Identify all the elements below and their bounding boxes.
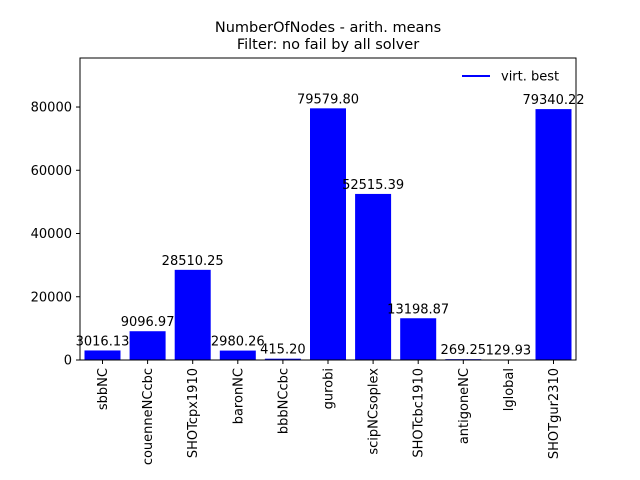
- y-tick-label: 0: [64, 354, 72, 369]
- plot-frame: [79, 57, 577, 361]
- bar: [535, 109, 572, 360]
- x-tick-label: gurobi: [322, 368, 337, 409]
- x-tick-label: lglobal: [502, 368, 517, 411]
- bar-value-label: 13198.87: [387, 302, 449, 317]
- bar-value-label: 9096.97: [121, 315, 175, 330]
- bar-value-label: 129.93: [486, 344, 532, 359]
- bar: [129, 331, 166, 360]
- x-tick-label: scipNCsoplex: [367, 368, 382, 455]
- bars-group: [84, 108, 572, 360]
- x-axis: sbbNC couenneNCcbc SHOTcpx1910 baronNC bbbNC…: [96, 360, 562, 465]
- chart-title: NumberOfNodes - arith. means: [215, 20, 441, 36]
- bar: [355, 193, 392, 360]
- y-tick-label: 60000: [31, 164, 72, 179]
- bar-value-label: 28510.25: [162, 254, 224, 269]
- x-tick-label: baronNC: [231, 368, 246, 424]
- bar-value-label: 79579.80: [297, 92, 359, 107]
- x-tick-label: sbbNC: [96, 368, 111, 410]
- x-tick-label: couenneNCcbc: [141, 368, 156, 465]
- bar-value-label: 269.25: [441, 343, 487, 358]
- y-axis: 0 20000 40000 60000 80000: [31, 101, 80, 369]
- bar: [264, 358, 301, 360]
- bar: [219, 350, 256, 360]
- y-tick-label: 20000: [31, 290, 72, 305]
- legend: virt. best: [462, 70, 559, 85]
- x-tick-label: bbbNCcbc: [276, 368, 291, 434]
- legend-label: virt. best: [501, 70, 559, 85]
- bar-value-label: 415.20: [260, 343, 306, 358]
- bar-value-label: 79340.22: [522, 93, 584, 108]
- x-tick-label: SHOTcpx1910: [186, 368, 201, 458]
- bar: [310, 108, 346, 360]
- x-tick-label: SHOTgur2310: [547, 368, 562, 459]
- bar: [84, 350, 121, 360]
- chart-subtitle: Filter: no fail by all solver: [237, 37, 419, 53]
- x-tick-label: antigoneNC: [457, 368, 472, 444]
- bar: [400, 318, 437, 360]
- bar-value-label: 2980.26: [211, 335, 265, 350]
- x-tick-label: SHOTcbc1910: [412, 368, 427, 458]
- y-tick-label: 80000: [31, 101, 72, 116]
- y-tick-label: 40000: [31, 227, 72, 242]
- bar: [174, 269, 211, 360]
- bar-value-label: 52515.39: [342, 178, 404, 193]
- bar-value-label: 3016.13: [76, 334, 130, 349]
